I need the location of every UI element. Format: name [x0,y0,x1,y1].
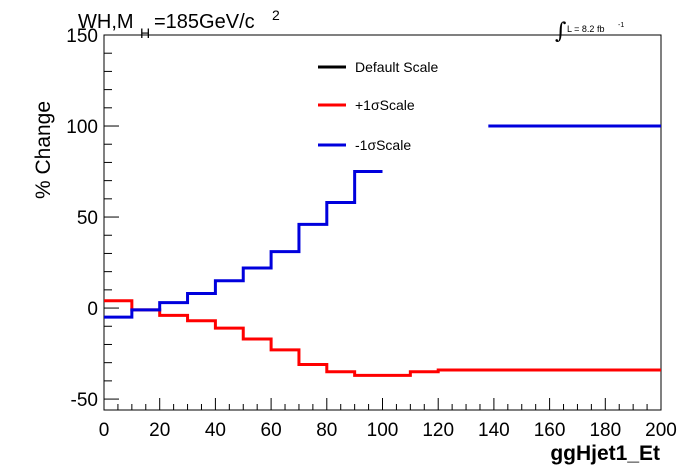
series-line [104,170,383,319]
x-tick-label: 40 [205,420,226,441]
x-tick-label: 140 [478,420,510,441]
x-axis-label: ggHjet1_Et [550,442,660,465]
x-tick-label: 80 [316,420,337,441]
x-tick-label: 200 [645,420,677,441]
y-tick-label: 0 [87,299,98,320]
chart-title-superscript: 2 [272,7,280,23]
y-tick-label: -50 [71,390,98,411]
chart-title: WH,M H =185GeV/c 2 [78,7,280,41]
luminosity-text: L = 8.2 fb [567,24,604,34]
series-1 [104,299,661,377]
chart-title-subscript: H [140,25,150,41]
series-2 [104,124,661,319]
integral-symbol: ∫ [555,19,567,44]
luminosity-label: ∫ L = 8.2 fb -1 [555,19,624,44]
x-tick-label: 0 [99,420,110,441]
x-tick-label: 100 [367,420,399,441]
x-tick-label: 160 [534,420,566,441]
series-layer [104,124,661,377]
luminosity-superscript: -1 [618,22,624,29]
x-tick-label: 60 [261,420,282,441]
x-tick-label: 180 [589,420,621,441]
legend-label: +1σScale [355,97,415,113]
y-axis-label: % Change [32,101,55,199]
y-tick-label: 50 [77,208,98,229]
y-axis-ticks: -50 0 50 100 150 [66,26,119,411]
series-line [104,299,661,377]
legend: Default Scale +1σScale -1σScale [318,59,438,153]
chart-title-main: WH,M [78,11,134,33]
plot-frame-layer [103,34,662,411]
x-axis-ticks: 0 20 40 60 80 100 120 140 160 180 200 [99,398,677,441]
x-tick-label: 20 [149,420,170,441]
x-tick-label: 120 [422,420,454,441]
legend-label: Default Scale [355,59,438,75]
y-tick-label: 150 [66,26,98,47]
plot-frame [103,34,662,411]
legend-label: -1σScale [355,137,411,153]
y-tick-label: 100 [66,117,98,138]
chart-title-rest: =185GeV/c [154,11,255,33]
